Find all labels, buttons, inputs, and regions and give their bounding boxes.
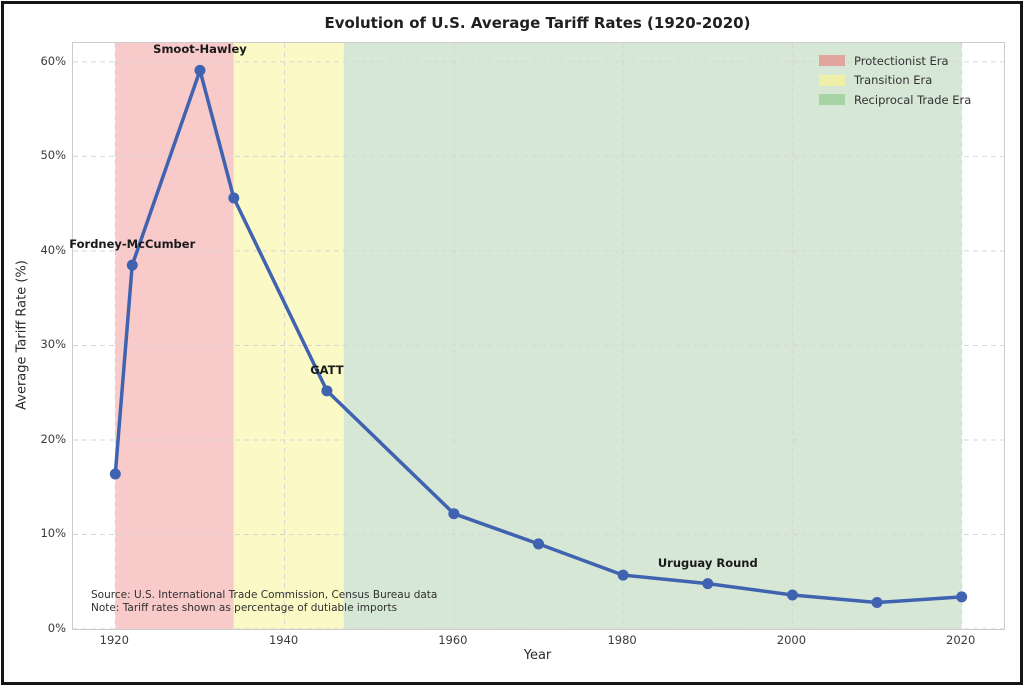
x-tick-label: 1940 [268, 633, 299, 647]
y-tick-label: 0% [47, 621, 66, 635]
chart-title: Evolution of U.S. Average Tariff Rates (… [324, 14, 751, 32]
legend-swatch-icon [819, 94, 845, 106]
data-point-1980 [617, 569, 629, 581]
tariff-rate-line [113, 68, 964, 605]
data-point-2000 [786, 589, 798, 601]
x-tick-label: 1920 [99, 633, 129, 647]
legend-row: Protectionist Era [819, 51, 971, 71]
data-point-1934 [228, 192, 240, 204]
y-axis-label: Average Tariff Rate (%) [14, 260, 30, 410]
source-line: Source: U.S. International Trade Commiss… [91, 589, 438, 601]
legend-row: Transition Era [819, 71, 971, 91]
legend: Protectionist Era Transition Era Reciproca… [819, 51, 971, 110]
data-point-1945 [321, 385, 333, 397]
data-point-2020 [956, 591, 968, 603]
annotation-uruguay-round: Uruguay Round [657, 555, 758, 570]
y-tick-label: 60% [40, 53, 66, 68]
note-line: Note: Tariff rates shown as percentage o… [91, 601, 398, 614]
y-tick-label: 40% [40, 242, 66, 257]
legend-swatch-icon [819, 74, 845, 86]
tariff-line-chart [73, 43, 1004, 629]
data-point-1970 [533, 538, 544, 550]
x-axis-label: Year [523, 648, 552, 663]
legend-swatch-icon [819, 55, 845, 67]
x-tick-label: 1980 [607, 633, 637, 647]
plot-area: Fordney-McCumber Smoot-Hawley GATT Uruguay … [69, 42, 1005, 630]
x-tick-label: 2000 [776, 633, 807, 647]
legend-label: Transition Era [854, 73, 933, 88]
data-point-1960 [448, 508, 460, 520]
annotation-fordney-mccumber: Fordney-McCumber [69, 237, 196, 252]
y-tick-label: 30% [40, 337, 66, 352]
legend-label: Reciprocal Trade Era [854, 92, 972, 107]
data-point-1990 [702, 578, 714, 590]
legend-row: Reciprocal Trade Era [819, 90, 971, 110]
source-note: Source: U.S. International Trade Commiss… [91, 589, 437, 614]
data-point-2010 [871, 597, 883, 609]
y-tick-label: 20% [40, 431, 66, 446]
annotation-gatt: GATT [310, 362, 344, 377]
era-band-reciprocal-trade-era [343, 43, 962, 629]
data-point-1920 [109, 468, 121, 480]
annotation-smoot-hawley: Smoot-Hawley [153, 42, 247, 57]
x-tick-label: 2020 [946, 633, 976, 647]
x-tick-label: 1960 [438, 633, 468, 647]
legend-label: Protectionist Era [854, 53, 949, 68]
era-band-transition-era [233, 43, 344, 629]
y-tick-label: 10% [40, 526, 66, 541]
data-point-1930 [194, 64, 206, 76]
data-point-1922 [126, 259, 138, 271]
y-tick-label: 50% [40, 148, 66, 163]
